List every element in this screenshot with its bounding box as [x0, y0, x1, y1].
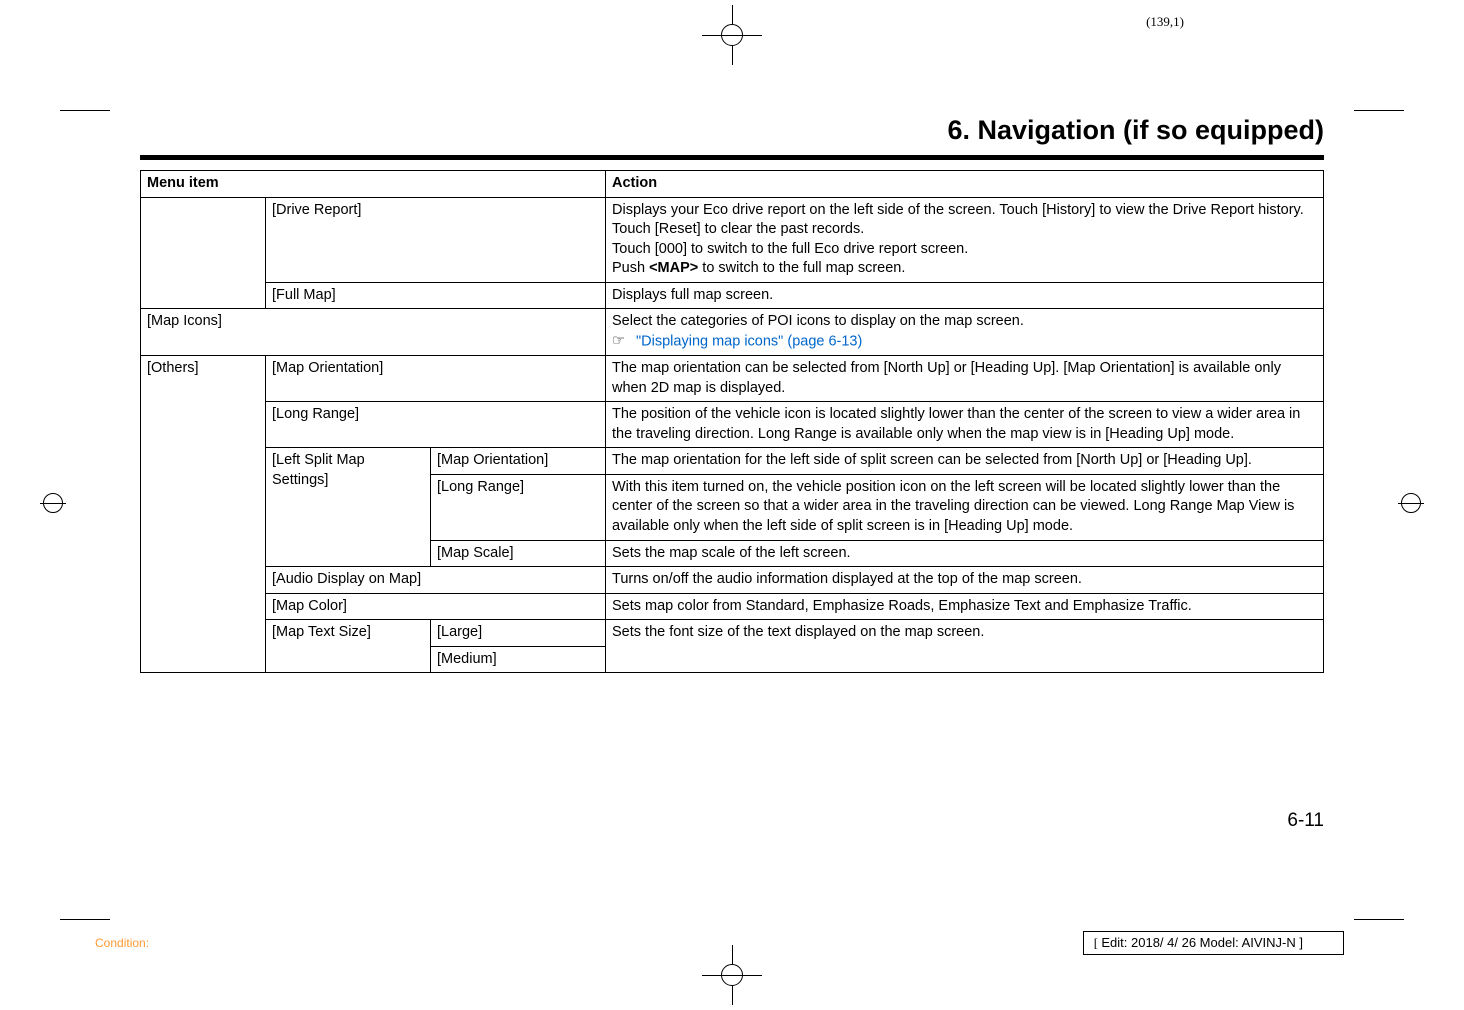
title-underline — [140, 155, 1324, 160]
menu-label: [Map Orientation] — [266, 356, 606, 402]
table-row: [Left Split Map Settings] [Map Orientati… — [141, 448, 1324, 475]
menu-label: [Map Text Size] — [266, 620, 431, 673]
empty-cell — [141, 197, 266, 309]
header-action: Action — [606, 171, 1324, 198]
menu-label: [Map Icons] — [141, 309, 606, 356]
menu-label: [Medium] — [431, 646, 606, 673]
action-text: Turns on/off the audio information displ… — [606, 567, 1324, 594]
table-row: [Map Text Size] [Large] Sets the font si… — [141, 620, 1324, 647]
trim-mark — [40, 490, 66, 516]
action-text: Sets map color from Standard, Emphasize … — [606, 593, 1324, 620]
table-header-row: Menu item Action — [141, 171, 1324, 198]
action-text: The map orientation for the left side of… — [606, 448, 1324, 475]
condition-label: Condition: — [95, 936, 149, 950]
header-menu-item: Menu item — [141, 171, 606, 198]
pointer-icon: ☞ — [612, 332, 632, 352]
table-row: [Audio Display on Map] Turns on/off the … — [141, 567, 1324, 594]
action-text: Sets the map scale of the left screen. — [606, 540, 1324, 567]
page-number-top: (139,1) — [1146, 14, 1184, 30]
cross-reference-link: "Displaying map icons" (page 6-13) — [636, 334, 862, 350]
table-row: [Long Range] The position of the vehicle… — [141, 402, 1324, 448]
menu-label: [Others] — [141, 356, 266, 673]
menu-label: [Map Color] — [266, 593, 606, 620]
section-title: 6. Navigation (if so equipped) — [947, 115, 1324, 146]
edit-info-text: Edit: 2018/ 4/ 26 Model: AIVINJ-N ] — [1101, 935, 1303, 950]
menu-label: [Map Scale] — [431, 540, 606, 567]
trim-mark — [1398, 490, 1424, 516]
menu-label: [Drive Report] — [266, 197, 606, 282]
action-line: Select the categories of POI icons to di… — [612, 313, 1024, 329]
menu-label: [Large] — [431, 620, 606, 647]
menu-label: [Full Map] — [266, 282, 606, 309]
menu-label: [Audio Display on Map] — [266, 567, 606, 594]
table-row: [Map Color] Sets map color from Standard… — [141, 593, 1324, 620]
table-row: [Others] [Map Orientation] The map orien… — [141, 356, 1324, 402]
menu-label: [Left Split Map Settings] — [266, 448, 431, 567]
action-text: Displays full map screen. — [606, 282, 1324, 309]
action-text: With this item turned on, the vehicle po… — [606, 474, 1324, 540]
table-row: [Map Icons] Select the categories of POI… — [141, 309, 1324, 356]
table-row: [Full Map] Displays full map screen. — [141, 282, 1324, 309]
settings-table: Menu item Action [Drive Report] Displays… — [140, 170, 1324, 673]
action-text: Displays your Eco drive report on the le… — [606, 197, 1324, 282]
menu-label: [Long Range] — [266, 402, 606, 448]
table-row: [Drive Report] Displays your Eco drive r… — [141, 197, 1324, 282]
action-text: Select the categories of POI icons to di… — [606, 309, 1324, 356]
crop-mark-top — [712, 15, 752, 55]
trim-mark — [60, 919, 110, 920]
crop-mark-bottom — [712, 955, 752, 995]
trim-mark — [60, 110, 110, 111]
menu-label: [Long Range] — [431, 474, 606, 540]
trim-mark — [1354, 110, 1404, 111]
page-number-bottom: 6-11 — [1287, 810, 1324, 832]
action-text: Sets the font size of the text displayed… — [606, 620, 1324, 673]
edit-info-box: [ Edit: 2018/ 4/ 26 Model: AIVINJ-N ] — [1083, 931, 1344, 955]
trim-mark — [1354, 919, 1404, 920]
action-text: The position of the vehicle icon is loca… — [606, 402, 1324, 448]
action-text: The map orientation can be selected from… — [606, 356, 1324, 402]
menu-label: [Map Orientation] — [431, 448, 606, 475]
